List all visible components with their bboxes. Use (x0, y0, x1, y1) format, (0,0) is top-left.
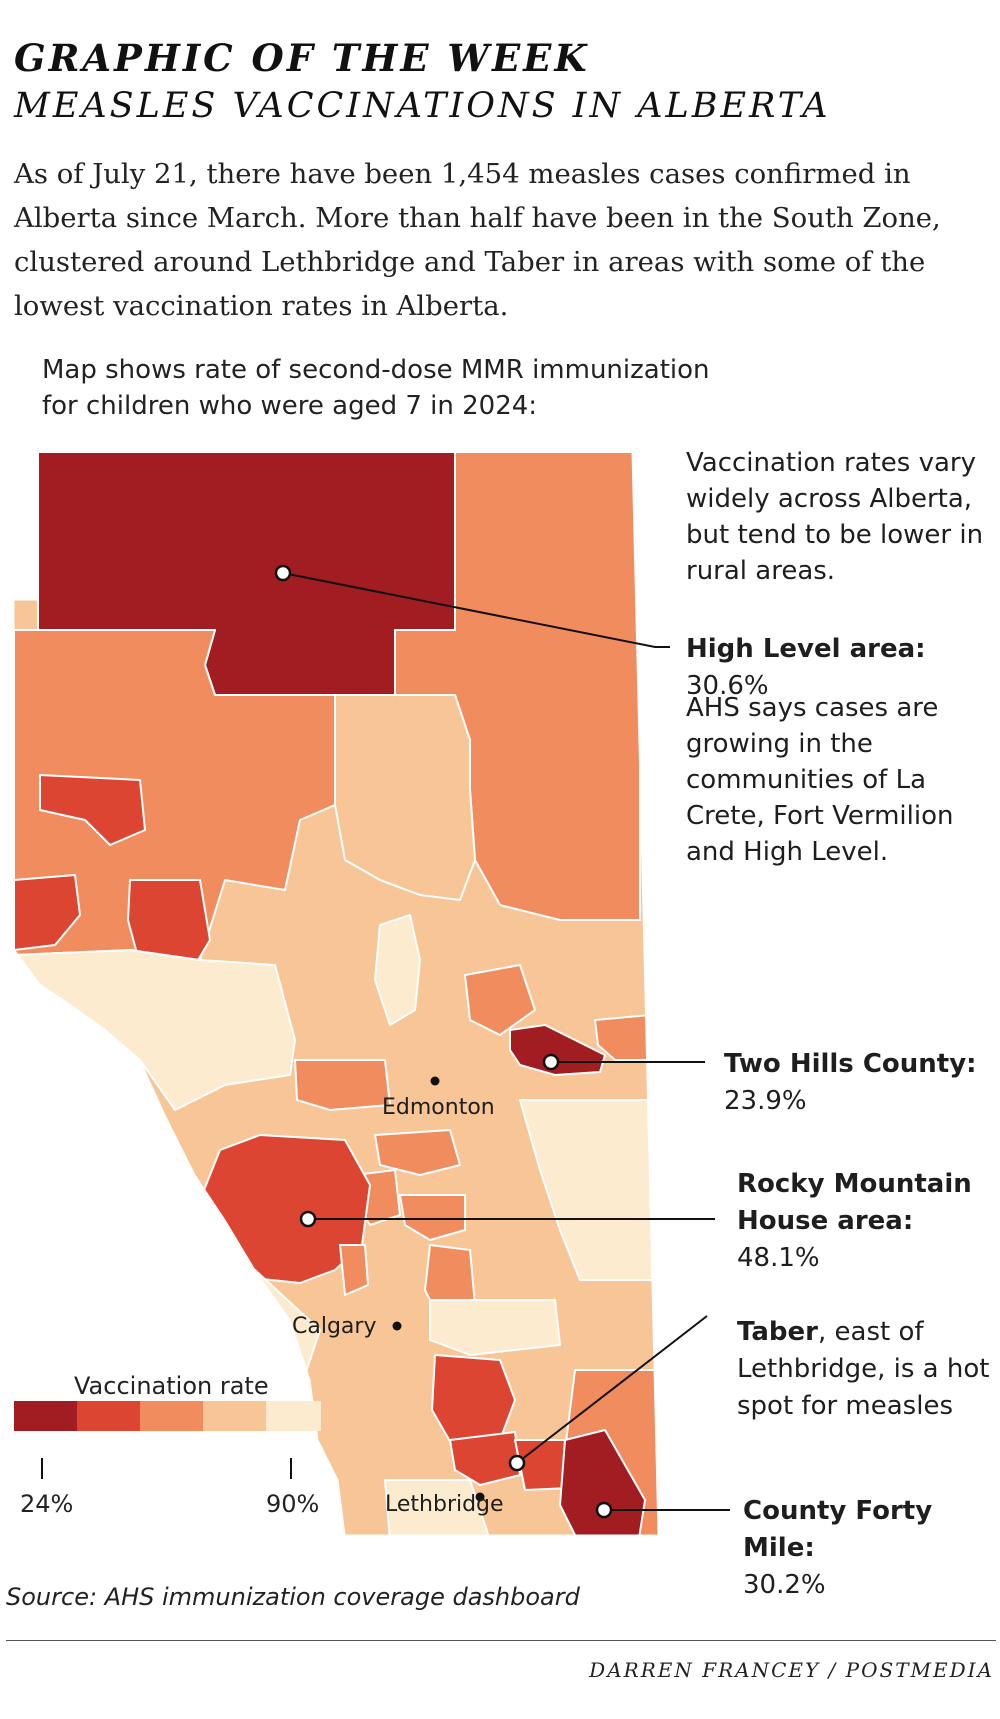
map-subhead-line1: Map shows rate of second-dose MMR immuni… (42, 355, 710, 385)
callout-two-hills: Two Hills County: 23.9% (724, 1046, 977, 1120)
rocky-value: 48.1% (737, 1243, 820, 1273)
high-level-marker (274, 564, 292, 582)
intro-text: As of July 21, there have been 1,454 mea… (14, 158, 941, 322)
region-south-edm-1 (374, 1129, 461, 1176)
legend-swatch-5 (266, 1401, 321, 1431)
taber-name: Taber (737, 1317, 818, 1347)
high-level-name: High Level area: (686, 634, 926, 664)
legend-title: Vaccination rate (74, 1372, 269, 1400)
legend-scale (14, 1401, 321, 1479)
region-lethbridge-east (449, 1431, 521, 1486)
callout-high-level: High Level area: 30.6% (686, 631, 1000, 705)
callout-rocky: Rocky Mountain House area: 48.1% (737, 1166, 972, 1277)
region-peace-b (14, 874, 81, 951)
lethbridge-dot (475, 1492, 485, 1502)
region-county-forty-mile (559, 1429, 646, 1535)
high-level-leader (282, 572, 670, 648)
region-calgary-east (429, 1299, 561, 1356)
page-title: MEASLES VACCINATIONS IN ALBERTA (14, 86, 831, 126)
edmonton-dot (430, 1076, 440, 1086)
region-red-deer-west (339, 1244, 369, 1296)
calgary-label: Calgary (292, 1314, 376, 1339)
region-athabasca (334, 694, 476, 901)
legend-swatch-2 (77, 1401, 140, 1431)
note-cases: AHS says cases are growing in the commun… (686, 693, 954, 867)
region-west-edm (294, 1059, 391, 1111)
source-note: Source: AHS immunization coverage dashbo… (6, 1583, 580, 1611)
legend-max-label: 90% (266, 1490, 320, 1518)
two-hills-marker (542, 1053, 560, 1071)
forty-mile-name: County Forty Mile: (743, 1496, 933, 1563)
region-east-1 (464, 964, 536, 1036)
edmonton-label: Edmonton (382, 1095, 495, 1120)
kicker: GRAPHIC OF THE WEEK (14, 36, 590, 80)
footer-divider (6, 1640, 996, 1641)
map-subhead-line2: for children who were aged 7 in 2024: (42, 391, 538, 421)
two-hills-value: 23.9% (724, 1086, 807, 1116)
legend-swatch-4 (203, 1401, 266, 1431)
rocky-name-1: Rocky Mountain (737, 1169, 972, 1199)
calgary-dot (392, 1321, 402, 1331)
high-level-value: 30.6% (686, 671, 769, 701)
credit: DARREN FRANCEY / POSTMEDIA (589, 1658, 994, 1682)
rocky-marker (299, 1210, 317, 1228)
taber-marker (508, 1454, 526, 1472)
legend-min-label: 24% (20, 1490, 74, 1518)
callout-forty-mile: County Forty Mile: 30.2% (743, 1493, 1000, 1604)
map-subhead: Map shows rate of second-dose MMR immuni… (42, 352, 742, 424)
rocky-name-2: House area: (737, 1206, 914, 1236)
region-lake (374, 914, 421, 1026)
two-hills-name: Two Hills County: (724, 1049, 977, 1079)
legend-swatch-1 (14, 1401, 77, 1431)
forty-mile-marker (595, 1501, 613, 1519)
forty-mile-value: 30.2% (743, 1570, 826, 1600)
region-east-2 (594, 1014, 653, 1061)
region-lethbridge-south (384, 1479, 491, 1535)
note-rates: Vaccination rates vary widely across Alb… (686, 448, 984, 586)
taber-leader (516, 1315, 708, 1464)
legend-swatch-3 (140, 1401, 203, 1431)
lethbridge-label: Lethbridge (385, 1492, 504, 1517)
region-peace-a (39, 774, 146, 846)
taber-text: , east of Lethbridge, is a hot spot for … (737, 1317, 990, 1421)
callout-taber: Taber, east of Lethbridge, is a hot spot… (737, 1314, 992, 1425)
